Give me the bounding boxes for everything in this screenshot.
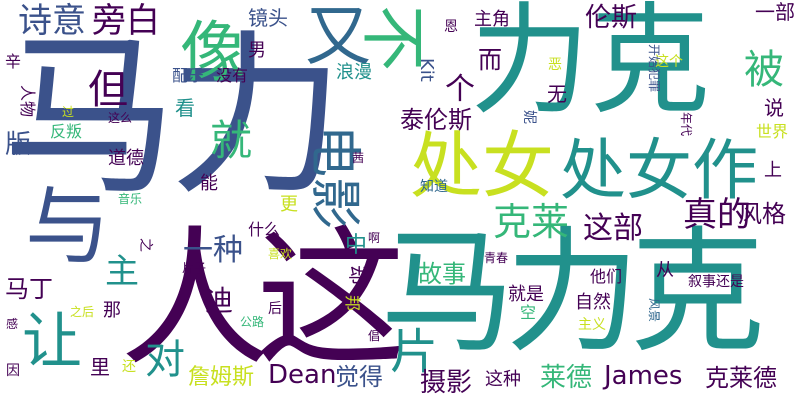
word-zhe-ge: 这个 [655, 54, 683, 70]
word-chu-nv-zuo: 处女作 [560, 132, 758, 209]
word-pian-zi: 片子 [182, 261, 207, 275]
word-dan: 但 [88, 67, 128, 113]
word-zhe: 这 [256, 213, 406, 387]
word-shi-yi: 诗意 [18, 1, 86, 41]
word-nian-dai: 年代 [679, 112, 693, 137]
word-yi-bu: 一部 [755, 0, 795, 24]
word-kit: Kit [416, 58, 437, 82]
word-jing-tou: 镜头 [248, 6, 288, 30]
word-hou: 后 [268, 301, 282, 317]
word-jiu-shi: 就是 [508, 284, 544, 305]
word-xiang: 像 [180, 14, 246, 91]
word-yin: 因 [6, 363, 20, 379]
word-james: James [604, 361, 683, 391]
word-ke-lai: 克莱 [493, 200, 570, 244]
word-di: 迪 [205, 284, 234, 317]
word-ni: 妮 [521, 110, 537, 124]
word-shen-me: 什么 [248, 220, 281, 239]
word-zhu: 主 [105, 252, 139, 292]
word-chu-nv: 处女 [410, 124, 555, 208]
word-you: 又 [305, 0, 371, 75]
word-li-ke: 力克 [470, 0, 710, 131]
word-ta-men: 他们 [590, 267, 623, 286]
word-xi-huan: 喜欢 [268, 247, 293, 261]
word-zi-ran: 自然 [575, 292, 611, 313]
word-zhong: 中 [345, 233, 368, 258]
word-zhu-jiao: 主角 [474, 9, 510, 30]
word-wu: 无 [547, 82, 567, 106]
word-yu: 与 [25, 178, 111, 277]
word-cong: 从 [656, 260, 674, 281]
word-geng: 更 [280, 194, 298, 215]
word-dao-de: 道德 [108, 148, 144, 169]
word-zhi-hou: 之后 [70, 305, 95, 319]
word-guo: 过 [62, 105, 75, 119]
word-zhe-zhong: 这种 [485, 369, 521, 390]
word-yin-yue: 音乐 [118, 192, 143, 206]
word-jue-de: 觉得 [335, 363, 383, 391]
word-e: 恶 [548, 57, 562, 73]
word-ma-li-1: 马力 [2, 16, 344, 219]
word-zhu-yi: 主义 [578, 317, 606, 333]
word-bang: 邦 [343, 295, 362, 312]
word-gan: 感 [6, 317, 19, 331]
word-feng-ge: 风格 [738, 200, 786, 228]
word-hai: 还 [122, 359, 136, 375]
word-que: 却 [346, 265, 370, 285]
word-shuo: 说 [764, 96, 784, 120]
word-yi-zhong: 一种 [183, 233, 243, 268]
word-jiu: 就 [210, 116, 253, 165]
word-ban: 版 [5, 130, 32, 160]
word-en: 恩 [444, 19, 458, 35]
word-zhen-de: 真的 [683, 195, 751, 235]
word-qian: 茜 [352, 151, 365, 165]
word-fan-pan: 反叛 [50, 122, 83, 141]
word-shi-jie: 世界 [756, 122, 789, 141]
word-she-ying: 摄影 [420, 368, 473, 398]
word-pang-bai: 旁白 [92, 1, 160, 41]
word-xu-shi-hai-shi: 叙事还是 [688, 274, 744, 290]
word-rang: 让 [22, 307, 82, 377]
word-chang: 倡 [368, 329, 381, 343]
word-ma-ding: 马丁 [5, 275, 53, 303]
word-er: 而 [478, 46, 502, 74]
word-nan: 男 [248, 40, 266, 61]
word-zhe-me: 这么 [108, 111, 133, 125]
word-ge: 个 [445, 72, 475, 107]
word-ren-zhe: 人这 [120, 225, 406, 375]
word-dui: 对 [145, 337, 185, 383]
word-xin: 辛 [5, 52, 22, 71]
word-lang-man: 浪漫 [336, 62, 372, 83]
word-pian: 片 [390, 324, 439, 380]
word-dian-ying: 电影 [304, 125, 364, 230]
word-lai-de: 莱德 [540, 363, 593, 393]
word-pei-yue: 配乐 [172, 66, 205, 85]
word-dean: Dean [268, 360, 337, 390]
word-shang: 上 [764, 160, 782, 181]
word-qing-chun: 青春 [484, 251, 509, 265]
word-kan: 看 [175, 96, 195, 120]
word-zhi: 之 [137, 238, 153, 252]
word-zhi-dao: 知道 [420, 179, 448, 195]
word-ren-wu: 人物 [18, 85, 37, 118]
word-mei-you: 没有 [216, 66, 249, 85]
word-na: 那 [103, 300, 121, 321]
word-zhan-mu-si: 詹姆斯 [188, 365, 255, 390]
word-kong: 空 [520, 303, 537, 322]
word-gu-shi: 故事 [418, 260, 466, 288]
word-li: 里 [90, 355, 110, 379]
word-gong-lu: 公路 [240, 315, 265, 329]
word-ren: 人 [120, 213, 270, 387]
word-ke-lai-de: 克莱德 [705, 364, 777, 392]
word-bei: 被 [744, 47, 784, 93]
word-feng-jing: 风景 [647, 298, 661, 323]
word-lun-si: 伦斯 [585, 3, 638, 33]
word-tai-lun-si: 泰伦斯 [400, 106, 472, 134]
word-ma-li-ke: 马力克 [380, 214, 765, 371]
word-neng: 能 [200, 173, 218, 194]
word-zhe-bu: 这部 [583, 211, 643, 246]
word-a: 啊 [368, 231, 381, 245]
